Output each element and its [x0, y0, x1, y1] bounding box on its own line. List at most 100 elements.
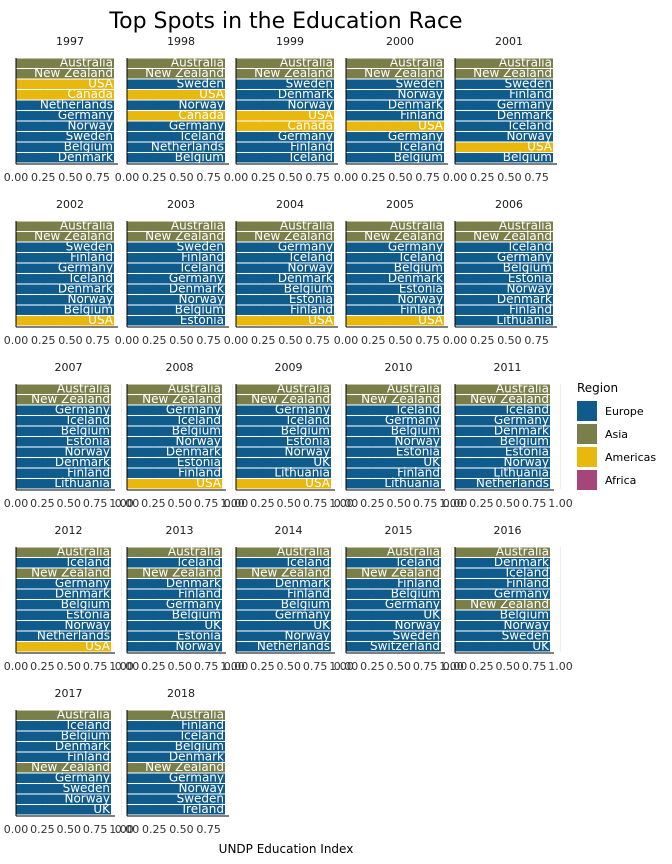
bar-label-australia: Australia	[57, 707, 110, 721]
bar-finland	[16, 752, 111, 762]
bar-label-new-zealand: New Zealand	[142, 392, 221, 406]
bar-label-new-zealand: New Zealand	[364, 229, 443, 243]
bar-label-switzerland: Switzerland	[370, 639, 440, 653]
bar-label-denmark: Denmark	[55, 455, 110, 469]
bar-norway	[346, 295, 444, 305]
bar-canada	[16, 90, 114, 100]
legend-swatch-africa	[577, 470, 597, 490]
bar-finland	[16, 468, 111, 478]
bar-label-usa: USA	[418, 118, 444, 132]
bar-label-usa: USA	[199, 87, 225, 101]
bar-new-zealand	[16, 763, 111, 773]
bar-label-iceland: Iceland	[509, 118, 552, 132]
bar-belgium	[455, 263, 553, 273]
bar-label-belgium: Belgium	[64, 139, 113, 153]
bar-australia	[127, 384, 222, 394]
x-tick-label: 0.25	[141, 497, 166, 510]
bar-iceland	[346, 405, 441, 415]
bar-new-zealand	[455, 395, 550, 405]
bar-sweden	[16, 784, 111, 794]
bar-label-denmark: Denmark	[497, 108, 552, 122]
bar-usa	[127, 479, 222, 489]
bar-label-australia: Australia	[57, 381, 110, 395]
bar-label-norway: Norway	[178, 781, 224, 795]
bar-australia	[236, 221, 334, 231]
x-tick-label: 0.00	[115, 823, 140, 836]
bar-belgium	[16, 305, 114, 315]
x-tick-label: 0.75	[83, 660, 108, 673]
bar-label-norway: Norway	[64, 618, 110, 632]
bar-label-belgium: Belgium	[503, 260, 552, 274]
bar-belgium	[236, 284, 334, 294]
x-tick-label: 0.25	[250, 660, 275, 673]
panel-year-label: 2005	[386, 198, 414, 211]
bar-label-germany: Germany	[169, 118, 224, 132]
x-tick-label: 0.25	[31, 334, 56, 347]
bar-label-australia: Australia	[280, 55, 333, 69]
bar-label-usa: USA	[308, 313, 334, 327]
bar-label-belgium: Belgium	[391, 423, 440, 437]
bar-finland	[127, 589, 222, 599]
bar-estonia	[16, 437, 111, 447]
bar-norway	[346, 621, 441, 631]
panel-year-label: 2008	[166, 361, 194, 374]
bar-finland	[455, 90, 553, 100]
bar-australia	[346, 547, 441, 557]
bar-label-australia: Australia	[171, 218, 224, 232]
bar-label-australia: Australia	[168, 544, 221, 558]
bar-label-estonia: Estonia	[286, 434, 330, 448]
bar-label-germany: Germany	[55, 770, 110, 784]
bar-label-finland: Finland	[67, 749, 110, 763]
bar-label-usa: USA	[527, 139, 553, 153]
bar-germany	[346, 600, 441, 610]
bar-label-australia: Australia	[280, 218, 333, 232]
bar-label-uk: UK	[204, 618, 222, 632]
bar-new-zealand	[236, 395, 331, 405]
bar-belgium	[455, 610, 550, 620]
bar-label-sweden: Sweden	[177, 239, 224, 253]
x-tick-label: 0.75	[522, 497, 547, 510]
bar-label-usa: USA	[305, 476, 331, 490]
panel-year-label: 2007	[55, 361, 83, 374]
bar-new-zealand	[127, 232, 225, 242]
bar-sweden	[455, 79, 553, 89]
bar-label-australia: Australia	[57, 544, 110, 558]
bar-denmark	[16, 284, 114, 294]
x-tick-label: 0.75	[83, 823, 108, 836]
bar-label-denmark: Denmark	[494, 423, 549, 437]
bar-label-iceland: Iceland	[290, 250, 333, 264]
bar-lithuania	[16, 479, 111, 489]
bar-finland	[236, 305, 334, 315]
x-tick-label: 0.25	[141, 660, 166, 673]
bar-label-finland: Finland	[509, 87, 552, 101]
legend-swatch-americas	[577, 447, 597, 467]
bar-denmark	[127, 284, 225, 294]
bar-iceland	[127, 558, 222, 568]
x-tick-label: 0.50	[169, 823, 194, 836]
x-tick-label: 0.00	[334, 171, 359, 184]
bar-iceland	[16, 721, 111, 731]
bar-finland	[236, 589, 331, 599]
bar-germany	[346, 242, 444, 252]
x-tick-label: 0.25	[250, 497, 275, 510]
bar-lithuania	[455, 468, 550, 478]
bar-canada	[236, 121, 334, 131]
bar-norway	[16, 447, 111, 457]
bar-usa	[455, 142, 553, 152]
bar-label-iceland: Iceland	[400, 250, 443, 264]
bar-label-iceland: Iceland	[287, 555, 330, 569]
panel-year-label: 2014	[275, 524, 303, 537]
bar-norway	[127, 642, 222, 652]
bar-label-denmark: Denmark	[278, 271, 333, 285]
bar-new-zealand	[16, 232, 114, 242]
bar-label-denmark: Denmark	[388, 97, 443, 111]
x-tick-label: 0.75	[413, 497, 438, 510]
bar-germany	[127, 121, 225, 131]
bar-label-estonia: Estonia	[177, 628, 221, 642]
